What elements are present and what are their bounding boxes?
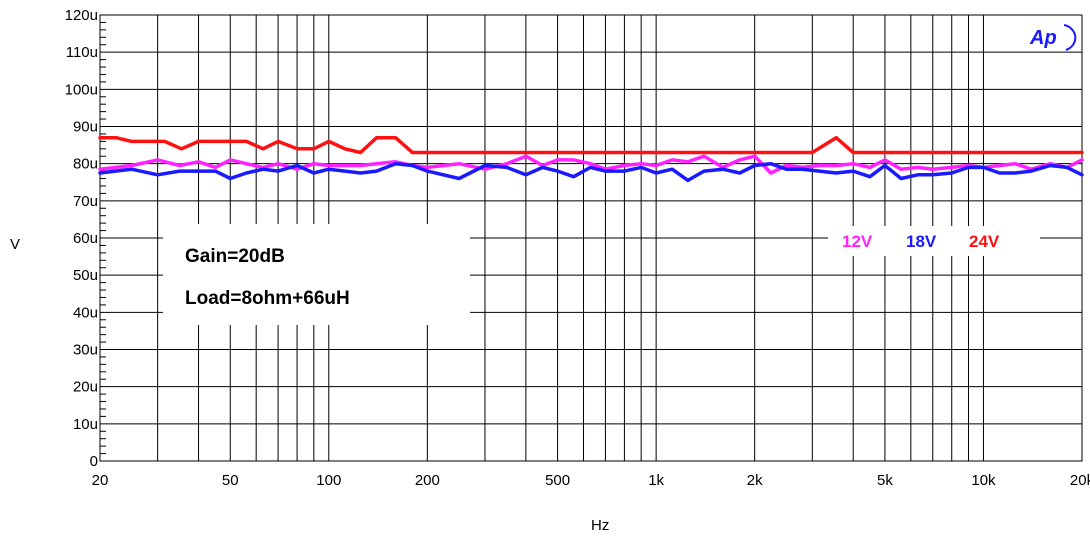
x-tick-label: 5k xyxy=(877,472,893,489)
y-tick-label: 60u xyxy=(73,230,98,247)
x-axis-label: Hz xyxy=(591,517,609,534)
annotation-box xyxy=(163,224,470,325)
x-tick-label: 20k xyxy=(1070,472,1090,489)
y-tick-label: 20u xyxy=(73,379,98,396)
y-tick-label: 80u xyxy=(73,156,98,173)
y-tick-labels: 0 10u 20u 30u 40u 50u 60u 70u 80u 90u 100u 110u 120u xyxy=(65,7,98,470)
ap-logo: Ap xyxy=(1029,24,1077,51)
x-tick-label: 20 xyxy=(92,472,109,489)
series-layer xyxy=(98,135,1084,183)
legend-24v: 24V xyxy=(969,232,1000,251)
x-tick-label: 2k xyxy=(747,472,763,489)
y-tick-label: 110u xyxy=(66,44,98,61)
legend-18v: 18V xyxy=(906,232,937,251)
ap-logo-text: Ap xyxy=(1029,27,1057,49)
ap-logo-arc xyxy=(1063,24,1077,51)
legend-12v: 12V xyxy=(842,232,873,251)
y-tick-label: 40u xyxy=(73,304,98,321)
x-tick-label: 10k xyxy=(971,472,996,489)
y-tick-label: 100u xyxy=(65,81,98,98)
minor-ticks xyxy=(100,21,106,455)
x-tick-label: 200 xyxy=(415,472,440,489)
y-tick-label: 10u xyxy=(73,416,98,433)
y-tick-label: 70u xyxy=(73,193,98,210)
y-tick-label: 30u xyxy=(73,342,98,359)
x-tick-labels: 20 50 100 200 500 1k 2k 5k 10k 20k xyxy=(92,472,1090,489)
y-tick-label: 90u xyxy=(73,119,98,136)
y-axis-label: V xyxy=(10,236,20,253)
y-tick-label: 0 xyxy=(90,453,98,470)
x-tick-label: 1k xyxy=(648,472,664,489)
series-line-12v xyxy=(98,154,1084,175)
legend-box xyxy=(828,226,1040,256)
y-tick-label: 120u xyxy=(65,7,98,24)
annotation-gain: Gain=20dB xyxy=(185,246,285,267)
y-tick-label: 50u xyxy=(73,267,98,284)
series-line-18v xyxy=(98,161,1084,183)
x-tick-label: 50 xyxy=(222,472,239,489)
series-line-24v xyxy=(98,135,1084,155)
annotation-load: Load=8ohm+66uH xyxy=(185,288,350,309)
x-tick-label: 100 xyxy=(316,472,341,489)
x-tick-label: 500 xyxy=(545,472,570,489)
